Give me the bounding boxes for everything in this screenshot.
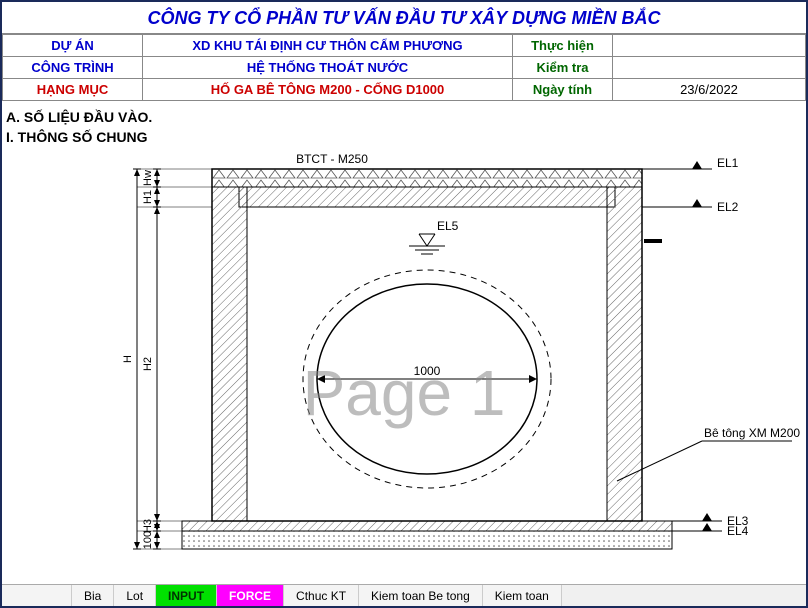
svg-text:Hw: Hw	[142, 170, 154, 186]
svg-text:Bê tông XM M200: Bê tông XM M200	[704, 426, 800, 440]
section-i-title: I. THÔNG SỐ CHUNG	[2, 127, 806, 149]
row3-r1: Ngày tính	[513, 79, 613, 101]
svg-text:EL1: EL1	[717, 156, 739, 170]
row1-l: DỰ ÁN	[3, 35, 143, 57]
svg-text:1000: 1000	[414, 364, 441, 378]
svg-text:H2: H2	[142, 357, 154, 371]
tab-spacer	[2, 585, 72, 606]
tab-bia[interactable]: Bia	[72, 585, 114, 606]
tab-input[interactable]: INPUT	[156, 585, 217, 606]
section-a-title: A. SỐ LIỆU ĐẦU VÀO.	[2, 101, 806, 127]
row3-l: HẠNG MỤC	[3, 79, 143, 101]
info-table: DỰ ÁN XD KHU TÁI ĐỊNH CƯ THÔN CẨM PHƯƠNG…	[2, 34, 806, 101]
row1-r1: Thực hiện	[513, 35, 613, 57]
tab-lot[interactable]: Lot	[114, 585, 156, 606]
row3-r2: 23/6/2022	[613, 79, 806, 101]
svg-text:EL5: EL5	[437, 219, 459, 233]
row1-r2	[613, 35, 806, 57]
drawing-area: 1000 EL5 BTCT - M250 EL1 EL2 Bê tông XM M200 E…	[2, 149, 806, 569]
company-title: CÔNG TY CỔ PHẦN TƯ VẤN ĐẦU TƯ XÂY DỰNG M…	[2, 2, 806, 34]
row3-m: HỐ GA BÊ TÔNG M200 - CỐNG D1000	[143, 79, 513, 101]
drawing-svg: 1000 EL5 BTCT - M250 EL1 EL2 Bê tông XM M200 E…	[2, 149, 808, 569]
tab-kiem-toan[interactable]: Kiem toan	[483, 585, 562, 606]
sheet-tabs: BiaLotINPUTFORCECthuc KTKiem toan Be ton…	[2, 584, 806, 606]
row2-l: CÔNG TRÌNH	[3, 57, 143, 79]
svg-text:BTCT - M250: BTCT - M250	[296, 152, 368, 166]
svg-text:EL4: EL4	[727, 524, 749, 538]
row2-m: HỆ THỐNG THOÁT NƯỚC	[143, 57, 513, 79]
tab-cthuc-kt[interactable]: Cthuc KT	[284, 585, 359, 606]
svg-text:EL2: EL2	[717, 200, 739, 214]
row1-m: XD KHU TÁI ĐỊNH CƯ THÔN CẨM PHƯƠNG	[143, 35, 513, 57]
svg-text:H1: H1	[142, 190, 154, 204]
row2-r2	[613, 57, 806, 79]
row2-r1: Kiểm tra	[513, 57, 613, 79]
svg-text:H: H	[122, 355, 134, 363]
tab-kiem-toan-be-tong[interactable]: Kiem toan Be tong	[359, 585, 483, 606]
tab-force[interactable]: FORCE	[217, 585, 284, 606]
svg-text:100: 100	[142, 531, 154, 549]
